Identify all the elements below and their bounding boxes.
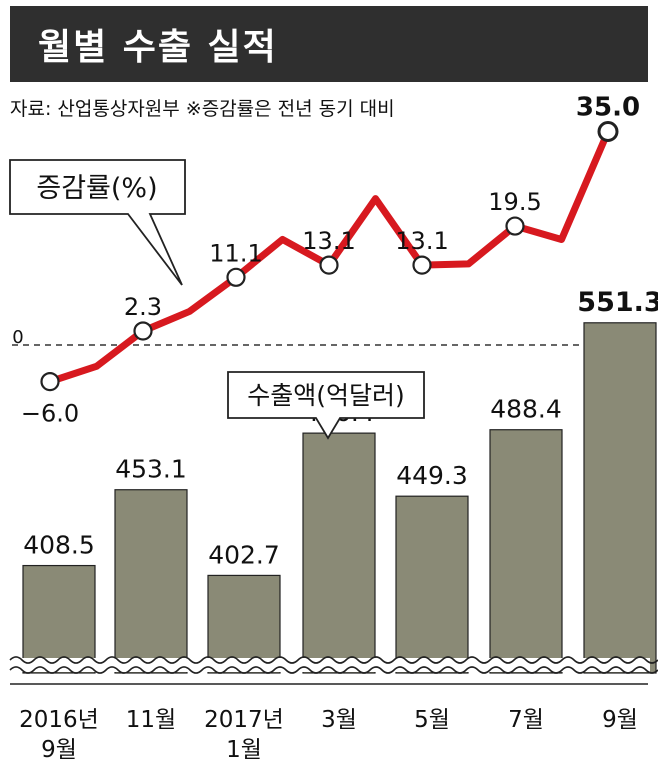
- bar-title-callout: [227, 371, 425, 440]
- bar-category-label: 5월: [414, 707, 450, 733]
- bar-value-label: 488.4: [490, 395, 562, 424]
- line-title-callout: [9, 159, 186, 286]
- line-point-label: 19.5: [488, 188, 541, 216]
- chart-title: 월별 수출 실적: [38, 27, 278, 68]
- bar: [583, 322, 657, 674]
- line-point-label: −6.0: [21, 400, 79, 428]
- bar-category-label: 2017년 1월: [204, 707, 284, 763]
- bar-chart-title: 수출액(억달러): [247, 381, 405, 410]
- bar: [207, 574, 281, 674]
- bar: [489, 429, 563, 674]
- line-point-label: 35.0: [576, 93, 640, 123]
- bar-category-label: 9월: [602, 707, 638, 733]
- zero-label: 0: [12, 327, 23, 348]
- bar-value-label: 449.3: [396, 461, 468, 490]
- axis-break-wave-bottom: [9, 666, 658, 674]
- line-point-label: 13.1: [302, 227, 355, 255]
- line-chart-title: 증감률(%): [36, 173, 157, 204]
- line-chart: 0 −6.0 2.3 11.1 13.1 13.1 19.5 35.0 증감률(%): [9, 93, 648, 428]
- bar-category-label: 11월: [126, 707, 176, 733]
- bar: [22, 564, 96, 674]
- bar-chart: 408.52016년9월453.111월402.72017년1월486.43월4…: [8, 287, 658, 763]
- line-point-label: 13.1: [395, 227, 448, 255]
- bar-value-label: 402.7: [208, 540, 280, 569]
- bar-category-label: 7월: [508, 707, 544, 733]
- bar-category-label: 2016년 9월: [19, 707, 99, 763]
- line-point-marker: [319, 255, 339, 275]
- line-point-marker: [412, 255, 432, 275]
- source-note: 자료: 산업통상자원부 ※증감률은 전년 동기 대비: [10, 98, 395, 120]
- bar-value-label: 408.5: [23, 531, 95, 560]
- line-point-label: 2.3: [124, 293, 162, 321]
- line-point-marker: [133, 321, 153, 341]
- line-point-marker: [40, 372, 60, 392]
- bar: [114, 489, 188, 674]
- bar-value-label: 453.1: [115, 455, 187, 484]
- axis-break-wave-top: [9, 656, 658, 664]
- bar: [395, 495, 469, 674]
- bar-category-label: 3월: [321, 707, 357, 733]
- line-point-marker: [505, 216, 525, 236]
- bar: [302, 432, 376, 674]
- line-point-marker: [597, 121, 619, 142]
- bar-value-label: 551.3: [577, 287, 658, 318]
- axis-break-gap: [8, 658, 650, 672]
- line-point-label: 11.1: [209, 239, 262, 267]
- line-point-marker: [226, 267, 246, 287]
- chart-title-bar: 월별 수출 실적: [10, 6, 648, 82]
